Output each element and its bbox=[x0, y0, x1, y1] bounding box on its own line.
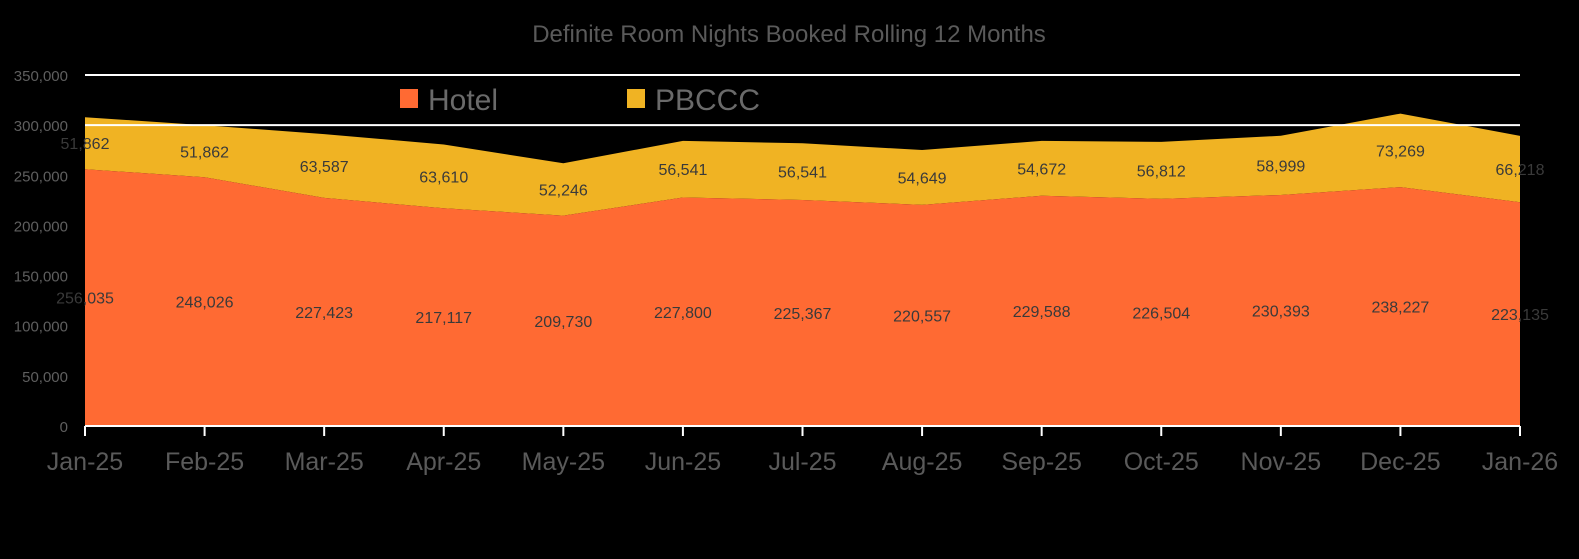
data-label-pbccc: 51,862 bbox=[180, 144, 229, 161]
data-label-hotel: 223,135 bbox=[1491, 307, 1549, 324]
x-tick-label: Oct-25 bbox=[1124, 448, 1199, 476]
y-tick-label: 100,000 bbox=[14, 319, 68, 336]
area-series bbox=[85, 113, 1520, 427]
chart-title: Definite Room Nights Booked Rolling 12 M… bbox=[532, 21, 1046, 48]
x-tick-label: Jul-25 bbox=[768, 448, 836, 476]
legend-label-hotel: Hotel bbox=[428, 84, 498, 117]
x-tick-label: Nov-25 bbox=[1241, 448, 1322, 476]
y-axis-ticks: 0 50,000 100,000 150,000 200,000 250,000 300,0… bbox=[14, 68, 68, 436]
x-tick-label: Jan-25 bbox=[47, 448, 123, 476]
y-tick-label: 0 bbox=[60, 419, 68, 436]
y-tick-label: 250,000 bbox=[14, 168, 68, 185]
data-label-hotel: 225,367 bbox=[774, 306, 832, 323]
data-label-hotel: 230,393 bbox=[1252, 303, 1310, 320]
data-label-pbccc: 56,812 bbox=[1137, 163, 1186, 180]
legend: Hotel PBCCC bbox=[400, 84, 760, 117]
data-label-pbccc: 73,269 bbox=[1376, 143, 1425, 160]
data-label-pbccc: 56,541 bbox=[658, 162, 707, 179]
x-tick-label: Dec-25 bbox=[1360, 448, 1441, 476]
data-label-pbccc: 58,999 bbox=[1256, 158, 1305, 175]
data-label-pbccc: 51,862 bbox=[61, 136, 110, 153]
x-tick-label: Jan-26 bbox=[1482, 448, 1558, 476]
data-label-pbccc: 66,218 bbox=[1496, 162, 1545, 179]
data-label-pbccc: 56,541 bbox=[778, 165, 827, 182]
y-tick-label: 200,000 bbox=[14, 218, 68, 235]
x-tick-label: May-25 bbox=[522, 448, 605, 476]
data-label-pbccc: 63,587 bbox=[300, 159, 349, 176]
data-label-hotel: 229,588 bbox=[1013, 304, 1071, 321]
y-tick-label: 50,000 bbox=[22, 369, 68, 386]
data-label-hotel: 256,035 bbox=[56, 291, 114, 308]
x-tick-label: Feb-25 bbox=[165, 448, 244, 476]
y-tick-label: 150,000 bbox=[14, 269, 68, 286]
area-pbccc bbox=[85, 113, 1520, 216]
data-label-hotel: 227,423 bbox=[295, 305, 353, 322]
x-tick-label: Aug-25 bbox=[882, 448, 963, 476]
data-label-pbccc: 52,246 bbox=[539, 182, 588, 199]
data-label-pbccc: 63,610 bbox=[419, 169, 468, 186]
legend-swatch-pbcc bbox=[627, 89, 645, 108]
x-tick-label: Jun-25 bbox=[645, 448, 721, 476]
data-label-pbccc: 54,649 bbox=[898, 170, 947, 187]
data-labels: 256,035 51,862 248,026 51,862 227,423 63,587 2… bbox=[56, 136, 1549, 331]
x-tick-label: Sep-25 bbox=[1001, 448, 1082, 476]
y-tick-label: 350,000 bbox=[14, 68, 68, 85]
data-label-hotel: 227,800 bbox=[654, 305, 712, 322]
legend-label-pbccc: PBCCC bbox=[655, 84, 760, 117]
y-tick-label: 300,000 bbox=[14, 118, 68, 135]
x-tick-label: Mar-25 bbox=[285, 448, 364, 476]
x-axis: Jan-25 Feb-25 Mar-25 Apr-25 May-25 Jun-25 Jul-… bbox=[47, 425, 1558, 476]
data-label-hotel: 220,557 bbox=[893, 308, 951, 325]
data-label-hotel: 217,117 bbox=[415, 310, 472, 327]
data-label-hotel: 226,504 bbox=[1132, 305, 1190, 322]
data-label-hotel: 238,227 bbox=[1371, 300, 1429, 317]
area-hotel bbox=[85, 169, 1520, 427]
data-label-hotel: 248,026 bbox=[176, 295, 234, 312]
x-tick-label: Apr-25 bbox=[406, 448, 481, 476]
gridlines bbox=[85, 74, 1520, 127]
data-label-pbccc: 54,672 bbox=[1017, 161, 1066, 178]
data-label-hotel: 209,730 bbox=[534, 314, 592, 331]
legend-swatch-hotel bbox=[400, 89, 418, 108]
